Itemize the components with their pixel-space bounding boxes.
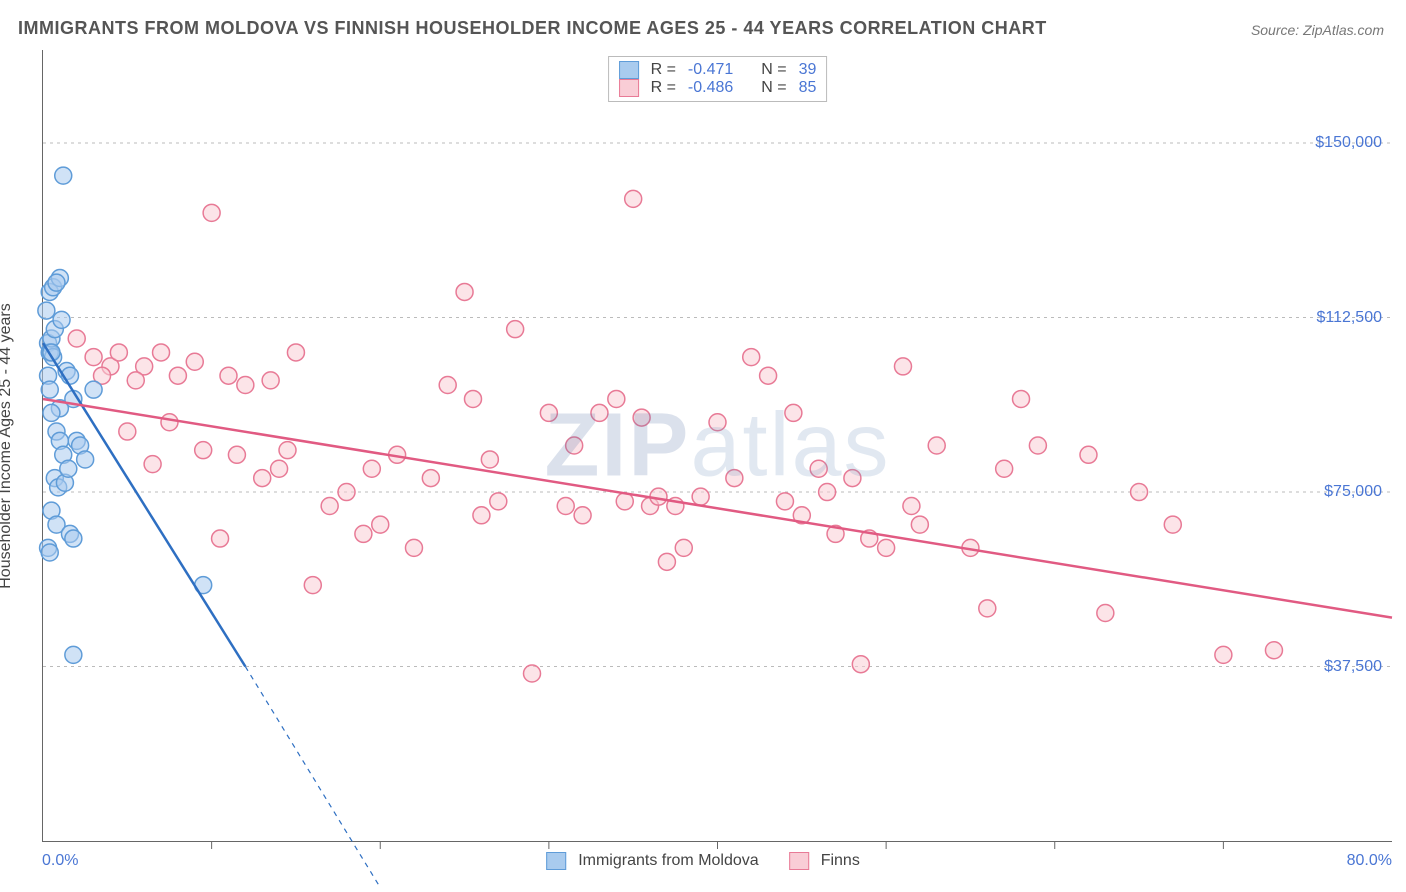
- scatter-plot: [43, 50, 1392, 841]
- swatch-icon: [789, 852, 809, 870]
- series-legend: Immigrants from Moldova Finns: [546, 852, 860, 870]
- n-value: 85: [799, 79, 817, 97]
- legend-item-moldova: Immigrants from Moldova: [546, 852, 759, 870]
- correlation-legend: R = -0.471 N = 39 R = -0.486 N = 85: [608, 56, 828, 102]
- r-value: -0.486: [688, 79, 733, 97]
- chart-title: IMMIGRANTS FROM MOLDOVA VS FINNISH HOUSE…: [18, 18, 1047, 39]
- n-label: N =: [761, 79, 786, 97]
- legend-item-finns: Finns: [789, 852, 860, 870]
- chart-area: ZIPatlas R =-0.471N =39R =-0.486N =85 $3…: [42, 50, 1392, 842]
- swatch-icon: [546, 852, 566, 870]
- y-tick-label: $150,000: [1315, 134, 1382, 152]
- legend-label: Immigrants from Moldova: [578, 852, 759, 870]
- swatch-icon: [619, 79, 639, 97]
- x-axis-max-label: 80.0%: [1347, 852, 1392, 870]
- y-tick-label: $112,500: [1316, 309, 1382, 327]
- swatch-icon: [619, 61, 639, 79]
- r-label: R =: [651, 61, 676, 79]
- r-value: -0.471: [688, 61, 733, 79]
- source-label: Source: ZipAtlas.com: [1251, 22, 1384, 38]
- legend-label: Finns: [821, 852, 860, 870]
- legend-row-finns: R = -0.486 N = 85: [619, 79, 817, 97]
- x-axis-min-label: 0.0%: [42, 852, 78, 870]
- y-tick-label: $75,000: [1324, 483, 1382, 501]
- y-axis-label: Householder Income Ages 25 - 44 years: [0, 303, 15, 589]
- y-tick-label: $37,500: [1324, 658, 1382, 676]
- legend-row-moldova: R = -0.471 N = 39: [619, 61, 817, 79]
- r-label: R =: [651, 79, 676, 97]
- n-label: N =: [761, 61, 786, 79]
- n-value: 39: [799, 61, 817, 79]
